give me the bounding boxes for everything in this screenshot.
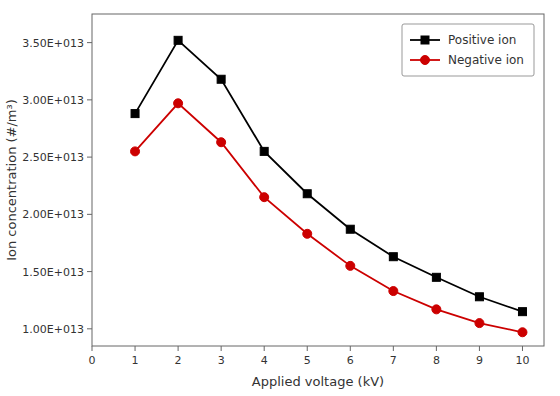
y-tick	[87, 157, 92, 158]
series-point	[346, 261, 355, 270]
y-tick-label: 2.50E+013	[22, 151, 84, 164]
x-tick-label: 9	[476, 354, 483, 367]
x-tick	[479, 346, 480, 351]
x-tick-label: 1	[132, 354, 139, 367]
x-tick-label: 8	[433, 354, 440, 367]
y-tick	[87, 42, 92, 43]
y-tick-label: 1.00E+013	[22, 323, 84, 336]
x-tick-label: 0	[89, 354, 96, 367]
y-tick-label: 3.00E+013	[22, 94, 84, 107]
axes: 0 1 2 3 4 5 6 7 8 9 10 1.00E+013 1.50E+013 2.00E+013 2…	[22, 37, 529, 367]
y-tick-label: 2.00E+013	[22, 208, 84, 221]
x-tick	[436, 346, 437, 351]
series-point	[432, 273, 440, 281]
x-tick	[221, 346, 222, 351]
series-point	[174, 36, 182, 44]
legend-box	[402, 24, 534, 76]
y-tick	[87, 271, 92, 272]
plot-area	[92, 14, 544, 346]
series-point	[389, 287, 398, 296]
y-axis-label: Ion concentration (#/m³)	[4, 99, 19, 261]
x-tick	[178, 346, 179, 351]
x-tick	[350, 346, 351, 351]
series-point	[518, 328, 527, 337]
series-point	[131, 147, 140, 156]
series-point	[303, 190, 311, 198]
x-tick	[393, 346, 394, 351]
x-tick-label: 2	[175, 354, 182, 367]
series	[131, 99, 527, 337]
y-tick	[87, 214, 92, 215]
series-point	[346, 225, 354, 233]
series-point	[260, 193, 269, 202]
series-line	[135, 40, 522, 311]
series-point	[432, 305, 441, 314]
y-tick	[87, 328, 92, 329]
chart: 0 1 2 3 4 5 6 7 8 9 10 1.00E+013 1.50E+013 2.00E+013 2…	[0, 0, 560, 396]
legend-marker	[421, 56, 430, 65]
series-point	[475, 319, 484, 328]
plot-frame	[92, 14, 544, 346]
legend: Positive ion Negative ion	[402, 24, 534, 76]
x-tick-label: 5	[304, 354, 311, 367]
y-tick-label: 3.50E+013	[22, 37, 84, 50]
x-tick	[522, 346, 523, 351]
legend-marker	[421, 36, 429, 44]
series-point	[518, 308, 526, 316]
legend-label: Positive ion	[448, 33, 516, 47]
series	[131, 36, 526, 315]
x-tick	[264, 346, 265, 351]
x-tick	[135, 346, 136, 351]
x-tick-label: 3	[218, 354, 225, 367]
x-tick-label: 4	[261, 354, 268, 367]
x-tick-label: 10	[515, 354, 529, 367]
series-point	[260, 147, 268, 155]
y-tick	[87, 99, 92, 100]
x-tick-label: 7	[390, 354, 397, 367]
x-axis-label: Applied voltage (kV)	[252, 374, 384, 389]
series-line	[135, 103, 522, 332]
series-point	[217, 138, 226, 147]
series-point	[131, 110, 139, 118]
series-point	[174, 99, 183, 108]
data	[131, 36, 527, 336]
series-point	[475, 293, 483, 301]
series-point	[217, 75, 225, 83]
x-tick	[92, 346, 93, 351]
series-point	[389, 253, 397, 261]
series-point	[303, 229, 312, 238]
x-tick	[307, 346, 308, 351]
legend-label: Negative ion	[448, 53, 524, 67]
y-tick-label: 1.50E+013	[22, 266, 84, 279]
x-tick-label: 6	[347, 354, 354, 367]
